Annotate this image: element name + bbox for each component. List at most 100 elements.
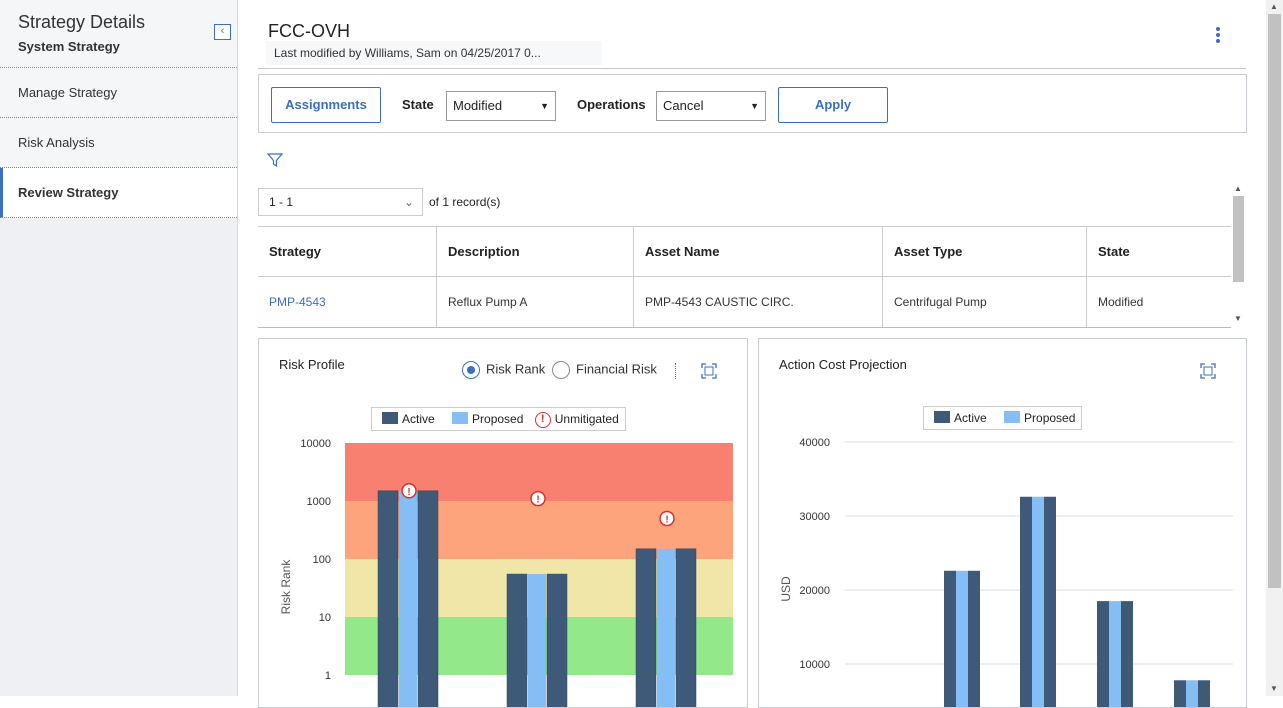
sidebar: Strategy Details System Strategy ‹ Manag… [0,0,238,696]
column-header-asset-type[interactable]: Asset Type [883,227,1087,277]
legend-proposed-label: Proposed [1024,411,1076,425]
financial-risk-radio[interactable]: Financial Risk [552,361,657,379]
column-header-strategy[interactable]: Strategy [258,227,437,277]
legend-unmitigated-label: Unmitigated [554,412,619,426]
toolbar-separator [675,363,676,379]
bar-proposed [657,548,675,707]
header-divider [258,68,1246,69]
cell-description: Reflux Pump A [437,277,634,327]
radio-selected-icon [462,361,480,379]
bar-proposed [1109,601,1121,707]
legend-active-label: Active [402,412,435,426]
radio-unselected-icon [552,361,570,379]
scroll-down-icon[interactable]: ▼ [1234,314,1242,323]
bar-active [506,573,528,707]
bar-proposed [956,570,968,707]
risk-rank-label: Risk Rank [486,361,546,377]
bar-active [1121,601,1133,707]
table-scroll-thumb[interactable] [1233,196,1244,282]
y-axis-label: Risk Rank [279,559,293,615]
legend-active-swatch [934,411,950,423]
action-cost-title: Action Cost Projection [779,357,907,372]
scroll-down-icon[interactable]: ▼ [1270,684,1278,693]
assignments-button[interactable]: Assignments [271,87,381,123]
table-row[interactable]: PMP-4543 Reflux Pump A PMP-4543 CAUSTIC … [258,277,1231,327]
scroll-up-icon[interactable]: ▲ [1234,184,1242,193]
column-header-state[interactable]: State [1098,244,1130,259]
bar-proposed [1186,680,1198,707]
risk-chart-legend: Active Proposed ! Unmitigated [371,407,626,431]
apply-button[interactable]: Apply [778,87,888,123]
y-tick-label: 1 [325,670,331,682]
bar-active [1020,496,1032,707]
cell-asset-type: Centrifugal Pump [883,277,1087,327]
bar-active [944,570,956,707]
unmitigated-marker-glyph: ! [407,487,410,498]
state-label: State [402,97,434,112]
page-title: FCC-OVH [268,21,350,41]
toolbar: Assignments State Modified ▼ Operations … [258,74,1247,133]
bar-proposed [399,490,417,707]
risk-profile-title: Risk Profile [279,357,345,372]
record-count: of 1 record(s) [429,195,500,209]
table-scrollbar[interactable]: ▲ ▼ [1232,184,1245,326]
cost-chart-legend: Active Proposed [923,406,1083,430]
unmitigated-marker [530,490,546,507]
legend-proposed-label: Proposed [472,412,524,426]
main-content: FCC-OVH Last modified by Williams, Sam o… [239,0,1266,708]
bar-active [546,573,568,707]
y-tick-label: 100 [313,554,331,566]
collapse-sidebar-icon[interactable]: ‹ [214,24,231,40]
unmitigated-marker-glyph: ! [665,514,668,525]
sidebar-item-risk-analysis[interactable]: Risk Analysis [0,118,237,168]
record-of-label: of [429,195,440,209]
bar-active [417,490,439,707]
operations-label: Operations [577,97,646,112]
bar-active [968,570,980,707]
sidebar-item-review-strategy[interactable]: Review Strategy [0,168,237,218]
legend-active-swatch [382,412,398,424]
sidebar-title: Strategy Details [18,12,146,32]
bar-active [1174,680,1186,707]
scroll-up-icon[interactable]: ▲ [1270,2,1278,11]
sidebar-item-manage-strategy[interactable]: Manage Strategy [0,68,237,118]
y-tick-label: 10000 [799,659,830,671]
record-range-value: 1 - 1 [269,195,294,209]
bar-active [675,548,697,707]
sidebar-item-label: Review Strategy [18,185,119,200]
column-header-description[interactable]: Description [437,227,634,277]
dropdown-arrow-icon: ▼ [750,101,759,111]
record-range-select[interactable]: 1 - 1 ⌄ [258,188,423,216]
y-tick-label: 10 [319,612,331,624]
y-tick-label: 10000 [300,438,331,450]
y-tick-label: 1000 [307,496,331,508]
bar-proposed [1032,496,1044,707]
action-cost-chart: 10000 20000 30000 40000 USD [779,437,1233,707]
strategy-link[interactable]: PMP-4543 [258,277,437,327]
unmitigated-marker [659,510,675,527]
expand-icon[interactable] [1200,363,1216,382]
y-tick-label: 20000 [799,585,830,597]
strategy-table: Strategy Description Asset Name Asset Ty… [258,226,1231,328]
unmitigated-marker [401,483,417,499]
sidebar-item-label: Risk Analysis [18,135,95,150]
column-header-asset-name[interactable]: Asset Name [634,227,883,277]
risk-profile-chart: 1 10 100 1000 10000 Risk Rank!!! [279,438,733,707]
expand-icon[interactable] [701,363,717,382]
last-modified-text: Last modified by Williams, Sam on 04/25/… [266,41,602,65]
filter-icon[interactable] [266,152,284,171]
legend-active-label: Active [954,411,987,425]
sidebar-item-label: Manage Strategy [18,85,118,100]
legend-proposed-swatch [1004,411,1021,423]
chevron-down-icon: ⌄ [403,195,414,209]
cell-asset-name: PMP-4543 CAUSTIC CIRC. [634,277,883,327]
operations-select[interactable]: Cancel ▼ [656,91,766,121]
risk-rank-radio[interactable]: Risk Rank [462,361,545,379]
bar-active [1044,496,1056,707]
page-scrollbar[interactable]: ▲ ▼ [1266,0,1283,696]
financial-risk-label: Financial Risk [576,361,657,377]
state-select[interactable]: Modified ▼ [446,91,556,121]
page-scroll-thumb[interactable] [1268,14,1281,588]
action-cost-panel: Action Cost Projection Active Proposed 1… [758,338,1247,708]
more-options-icon[interactable] [1216,27,1222,45]
